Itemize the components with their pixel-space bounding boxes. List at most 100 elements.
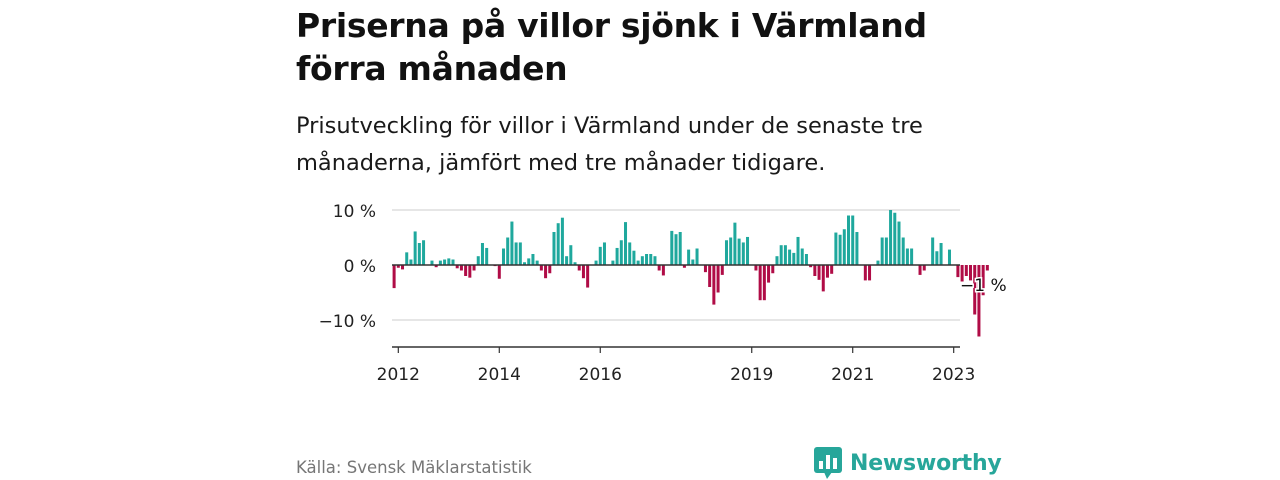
- bar: [586, 265, 590, 288]
- bar: [804, 254, 808, 265]
- bar: [741, 242, 745, 265]
- bar: [565, 256, 569, 265]
- bar: [695, 248, 699, 265]
- bar: [628, 242, 632, 265]
- newsworthy-chat-icon: [814, 447, 842, 479]
- brand-name: Newsworthy: [850, 450, 1002, 476]
- bar: [855, 232, 859, 265]
- chart-subtitle: Prisutveckling för villor i Värmland und…: [296, 113, 923, 176]
- bar: [518, 242, 522, 265]
- bar: [674, 234, 678, 265]
- bar: [443, 259, 447, 265]
- bar: [691, 259, 695, 265]
- bar: [775, 256, 779, 265]
- bar: [569, 245, 573, 265]
- last-value-label: −1 %: [960, 276, 1007, 296]
- bar: [615, 247, 619, 265]
- bar: [539, 265, 543, 271]
- bar: [396, 265, 400, 268]
- bar: [527, 258, 531, 265]
- bar: [754, 265, 758, 271]
- source-note: Källa: Svensk Mäklarstatistik: [296, 458, 532, 477]
- bar: [893, 212, 897, 265]
- bar: [464, 265, 468, 276]
- bar: [947, 249, 951, 265]
- bar: [918, 265, 922, 275]
- x-tick-label: 2014: [478, 365, 521, 385]
- bar: [834, 232, 838, 265]
- bar: [552, 232, 556, 265]
- bar: [640, 256, 644, 265]
- bar: [767, 265, 771, 283]
- bar: [624, 222, 628, 265]
- y-tick-label: 0 %: [344, 257, 376, 277]
- bar: [510, 221, 514, 265]
- bar: [762, 265, 766, 301]
- bar: [847, 215, 851, 265]
- bar: [670, 230, 674, 265]
- bar: [910, 248, 914, 265]
- bar: [602, 242, 606, 265]
- bar: [611, 260, 615, 265]
- bar: [703, 265, 707, 273]
- bar: [733, 222, 737, 265]
- bar: [813, 265, 817, 276]
- bar: [472, 265, 476, 271]
- bar: [405, 252, 409, 265]
- bar: [497, 265, 501, 279]
- annotations: −1 %: [959, 275, 1009, 298]
- bar: [434, 265, 438, 268]
- bar: [598, 246, 602, 265]
- bar: [560, 217, 564, 265]
- bar: [468, 265, 472, 278]
- bar: [851, 215, 855, 265]
- bar: [636, 260, 640, 265]
- x-tick-label: 2016: [579, 365, 622, 385]
- axes: [392, 264, 960, 353]
- bar: [401, 265, 405, 270]
- bar: [842, 229, 846, 265]
- x-axis-labels: 2012 2014 2016 2019 2021 2023: [377, 365, 976, 385]
- bar: [438, 260, 442, 265]
- bar: [712, 265, 716, 305]
- y-tick-label: 10 %: [333, 202, 376, 222]
- x-tick-label: 2021: [831, 365, 874, 385]
- bar: [830, 265, 834, 274]
- bar: [577, 265, 581, 271]
- bar: [880, 237, 884, 265]
- bar: [417, 243, 421, 265]
- bar: [724, 240, 728, 265]
- gridlines: [392, 209, 960, 321]
- bar: [657, 265, 661, 271]
- bar: [409, 259, 413, 265]
- bar: [960, 265, 964, 282]
- bar: [821, 265, 825, 292]
- bar: [969, 265, 973, 281]
- bar: [771, 265, 775, 274]
- bar: [838, 234, 842, 265]
- bar: [800, 248, 804, 265]
- bar: [876, 260, 880, 265]
- y-tick-label: −10 %: [319, 312, 376, 332]
- bar: [523, 262, 527, 265]
- bar: [981, 265, 985, 296]
- bar: [653, 256, 657, 265]
- bar: [825, 265, 829, 278]
- bar: [956, 265, 960, 278]
- bar: [514, 242, 518, 265]
- bar: [935, 251, 939, 265]
- y-axis-labels: 10 % 0 % −10 %: [319, 202, 376, 332]
- bar: [682, 265, 686, 268]
- bar: [817, 265, 821, 280]
- bar: [678, 232, 682, 265]
- bar: [931, 237, 935, 265]
- bar: [556, 223, 560, 265]
- bar: [447, 258, 451, 265]
- bar: [964, 265, 968, 276]
- bar: [687, 249, 691, 265]
- bar: [901, 237, 905, 265]
- bar: [758, 265, 762, 301]
- bar: [422, 240, 426, 265]
- bar: [905, 248, 909, 265]
